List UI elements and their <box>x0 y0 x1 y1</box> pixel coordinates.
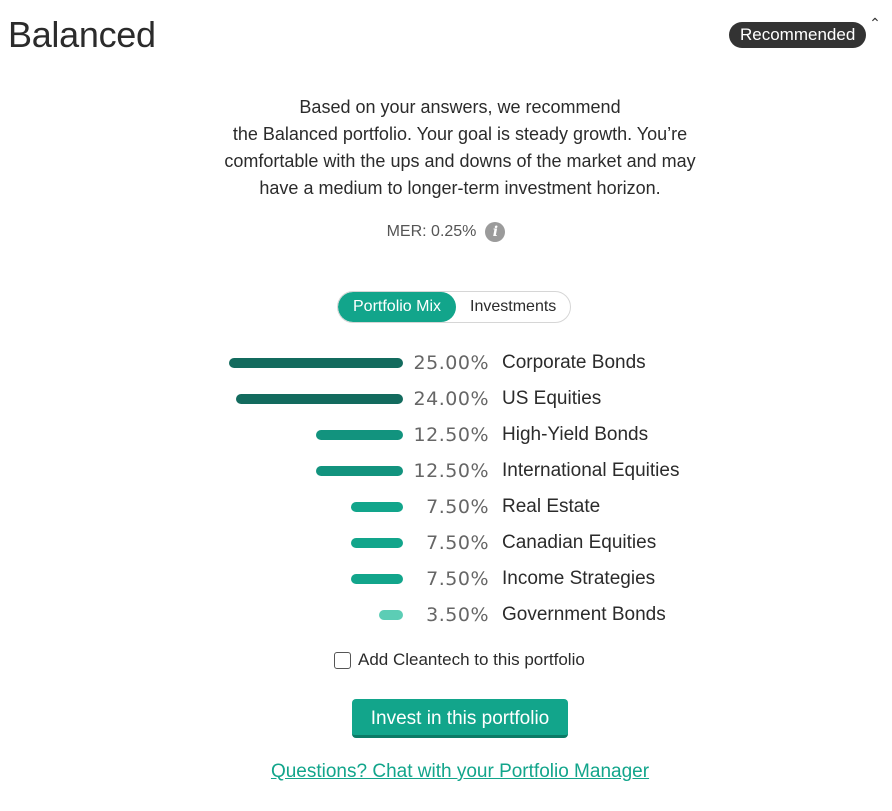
allocation-percent: 3.50% <box>426 604 489 626</box>
allocation-label: Government Bonds <box>502 604 666 625</box>
allocation-percent: 7.50% <box>426 532 489 554</box>
allocation-percent: 7.50% <box>426 496 489 518</box>
allocation-bar <box>236 394 403 404</box>
allocation-percent: 7.50% <box>426 568 489 590</box>
allocation-label: International Equities <box>502 460 680 481</box>
portfolio-description: Based on your answers, we recommend the … <box>160 94 760 202</box>
description-line: Based on your answers, we recommend <box>299 97 621 117</box>
allocation-percent: 24.00% <box>413 388 489 410</box>
allocation-label: Canadian Equities <box>502 532 657 553</box>
mer-text: MER: 0.25% <box>386 223 477 240</box>
info-icon[interactable]: i <box>485 222 506 242</box>
description-line: the Balanced portfolio. Your goal is ste… <box>232 124 688 144</box>
mix-row: 7.50% Income Strategies <box>0 566 892 590</box>
description-line: comfortable with the ups and downs of th… <box>224 151 696 171</box>
mix-row: 24.00% US Equities <box>0 386 892 410</box>
allocation-bar <box>351 502 403 512</box>
tab-portfolio-mix[interactable]: Portfolio Mix <box>338 292 457 322</box>
allocation-percent: 25.00% <box>413 352 489 374</box>
mix-row: 12.50% High-Yield Bonds <box>0 422 892 446</box>
allocation-percent: 12.50% <box>413 460 489 482</box>
invest-button[interactable]: Invest in this portfolio <box>352 699 568 738</box>
mix-row: 7.50% Real Estate <box>0 494 892 518</box>
allocation-percent: 12.50% <box>413 424 489 446</box>
allocation-label: High-Yield Bonds <box>502 424 649 445</box>
allocation-bar <box>316 466 403 476</box>
cleantech-checkbox[interactable] <box>334 651 351 669</box>
allocation-label: Income Strategies <box>502 568 656 589</box>
tab-investments[interactable]: Investments <box>470 298 557 315</box>
mix-row: 3.50% Government Bonds <box>0 602 892 626</box>
recommended-badge: Recommended <box>729 22 867 48</box>
mix-row: 12.50% International Equities <box>0 458 892 482</box>
allocation-bar <box>379 610 403 620</box>
allocation-label: Real Estate <box>502 496 601 517</box>
cleantech-label[interactable]: Add Cleantech to this portfolio <box>358 650 585 669</box>
cleantech-option[interactable]: Add Cleantech to this portfolio <box>334 650 585 670</box>
view-toggle: Portfolio Mix Investments <box>337 291 572 323</box>
allocation-bar <box>351 574 403 584</box>
portfolio-title: Balanced <box>8 14 156 55</box>
allocation-label: Corporate Bonds <box>502 352 646 373</box>
allocation-label: US Equities <box>502 388 602 409</box>
allocation-bar <box>316 430 403 440</box>
allocation-bar <box>229 358 403 368</box>
description-line: have a medium to longer-term investment … <box>259 178 661 198</box>
mix-row: 7.50% Canadian Equities <box>0 530 892 554</box>
chevron-up-icon[interactable]: ⌃ <box>869 15 881 31</box>
mix-row: 25.00% Corporate Bonds <box>0 350 892 374</box>
chat-portfolio-manager-link[interactable]: Questions? Chat with your Portfolio Mana… <box>270 761 650 782</box>
allocation-bar <box>351 538 403 548</box>
mer-row: MER: 0.25% i <box>0 222 892 242</box>
